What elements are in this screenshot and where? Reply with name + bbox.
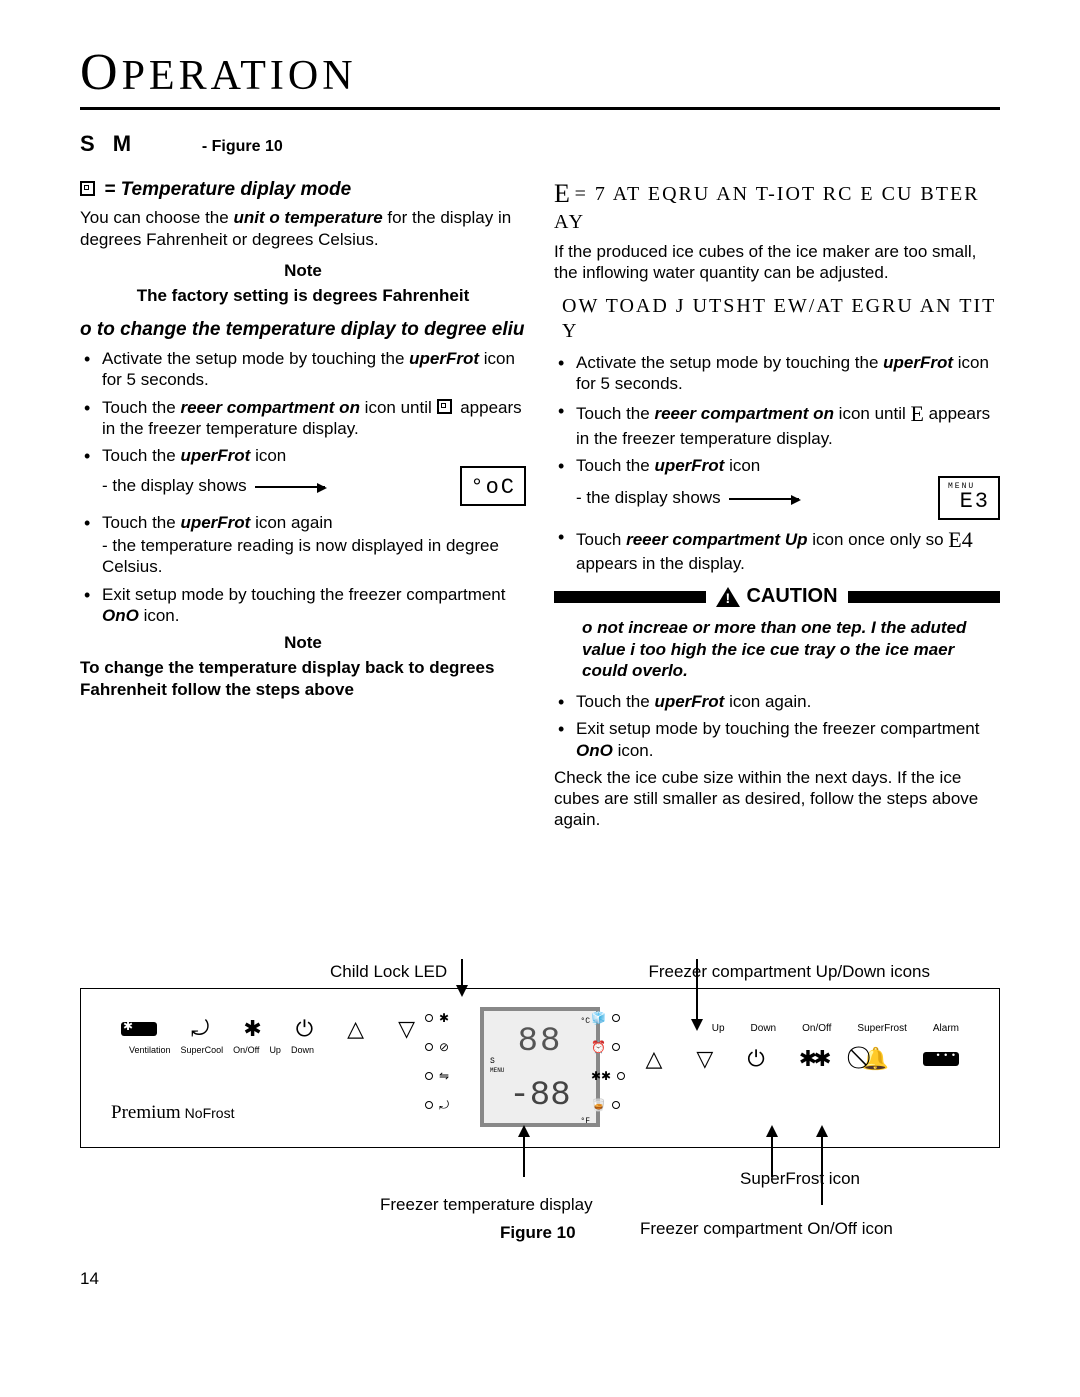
- title-initial: O: [80, 44, 122, 101]
- step-3: Touch the uperFrot icon the display show…: [80, 445, 526, 506]
- label-freezer-display: Freezer temperature display: [380, 1194, 593, 1215]
- step-1: Activate the setup mode by touching the …: [554, 352, 1000, 395]
- warning-icon: [716, 587, 740, 607]
- label-superfrost: SuperFrost icon: [740, 1168, 860, 1189]
- up-icon: △: [347, 1015, 364, 1043]
- power-icon: ⏻: [747, 1045, 764, 1073]
- left-icon-row: ⤾ ✱ ⏻ △ ▽: [121, 1015, 415, 1043]
- bottom-labels: Freezer temperature display SuperFrost i…: [80, 1148, 1000, 1238]
- left-column: = Temperature diplay mode You can choose…: [80, 170, 526, 841]
- steps-list: Activate the setup mode by touching the …: [80, 348, 526, 626]
- superfrost-icon: ✱✱: [799, 1045, 828, 1073]
- lcd-bottom: -88: [490, 1075, 590, 1118]
- down-icon: ▽: [398, 1015, 415, 1043]
- water-heading: E = 7 AT EQRU AN T-IOT RC E CU BTER AY: [554, 178, 1000, 236]
- step-5: Exit setup mode by touching the freezer …: [80, 584, 526, 627]
- figure-caption: Figure 10: [500, 1222, 576, 1243]
- ventilation-icon: ⤾: [191, 1015, 209, 1043]
- brand-label: PremiumNoFrost: [111, 1101, 234, 1125]
- lead-letter: E: [554, 179, 570, 208]
- right-column: E = 7 AT EQRU AN T-IOT RC E CU BTER AY I…: [554, 170, 1000, 841]
- alarm-icon: 🔔⃠: [862, 1045, 889, 1073]
- square-icon: [437, 399, 452, 414]
- title-rest: PERATION: [122, 53, 357, 99]
- arrow-icon: [696, 959, 698, 1029]
- figure-ref: - Figure 10: [202, 138, 283, 155]
- check-para: Check the ice cube size within the next …: [554, 767, 1000, 831]
- display-box-e3: MENUE3: [938, 476, 1000, 520]
- lcd-left-indicators: ✱ ⊘ ⇋ ⤾: [425, 1011, 449, 1113]
- supercool-icon: ✱: [243, 1015, 261, 1043]
- arrow-icon: [461, 959, 463, 987]
- menu-pill-icon: [121, 1022, 157, 1036]
- lcd-top: 88: [490, 1027, 590, 1058]
- power-icon: ⏻: [296, 1015, 313, 1043]
- steps-list: Activate the setup mode by touching the …: [554, 352, 1000, 575]
- display-box-oc: °oC: [460, 466, 526, 506]
- step-2: Touch the reeer compartment on icon unti…: [80, 397, 526, 440]
- step-6: Exit setup mode by touching the freezer …: [554, 718, 1000, 761]
- factory-note: The factory setting is degrees Fahrenhei…: [80, 285, 526, 306]
- label-onoff: Freezer compartment On/Off icon: [640, 1218, 893, 1239]
- step-4: Touch the uperFrot icon again the temper…: [80, 512, 526, 578]
- heading-text: = 7 AT EQRU AN T-IOT RC E CU BTER AY: [554, 183, 980, 234]
- arrow-icon: [255, 486, 325, 488]
- left-label-row: Ventilation SuperCool On/Off Up Down: [129, 1045, 314, 1056]
- lcd-right-indicators: 🧊 ⏰ ✱✱ 🥃: [591, 1011, 625, 1113]
- howto-heading: o to change the temperature diplay to de…: [80, 318, 526, 342]
- sm-label: S M: [80, 131, 137, 156]
- label-updown: Freezer compartment Up/Down icons: [648, 961, 930, 982]
- note-label: Note: [80, 260, 526, 281]
- label-child-lock: Child Lock LED: [330, 961, 447, 982]
- step-5: Touch the uperFrot icon again.: [554, 691, 1000, 712]
- temp-mode-heading: = Temperature diplay mode: [80, 178, 526, 202]
- right-icon-row: △ ▽ ⏻ ✱✱ 🔔⃠: [645, 1045, 959, 1073]
- setup-menu-header: S M - Figure 10: [80, 130, 1000, 158]
- back-note: To change the temperature display back t…: [80, 657, 526, 700]
- heading-text: = Temperature diplay mode: [104, 179, 351, 200]
- square-icon: [80, 181, 95, 196]
- step-4: Touch reeer compartment Up icon once onl…: [554, 526, 1000, 575]
- up-icon: △: [645, 1045, 662, 1073]
- caution-bar: CAUTION: [554, 584, 1000, 609]
- arrow-icon: [729, 498, 799, 500]
- page-number: 14: [80, 1268, 1000, 1289]
- down-icon: ▽: [696, 1045, 713, 1073]
- control-panel: ⤾ ✱ ⏻ △ ▽ Ventilation SuperCool On/Off U…: [80, 988, 1000, 1148]
- intro-para: If the produced ice cubes of the ice mak…: [554, 241, 1000, 284]
- step-2: Touch the reeer compartment on icon unti…: [554, 400, 1000, 449]
- intro-para: You can choose the unit o temperature fo…: [80, 207, 526, 250]
- step-1: Activate the setup mode by touching the …: [80, 348, 526, 391]
- steps-list-2: Touch the uperFrot icon again. Exit setu…: [554, 691, 1000, 761]
- right-label-row: Up Down On/Off SuperFrost Alarm: [712, 1023, 959, 1036]
- step-3: Touch the uperFrot icon the display show…: [554, 455, 1000, 520]
- caution-label: CAUTION: [746, 584, 837, 609]
- lcd-display: °C 88 S MENU -88 °F: [480, 1007, 600, 1127]
- note-label-2: Note: [80, 632, 526, 653]
- page-title: OPERATION: [80, 40, 1000, 110]
- menu-pill-icon: [923, 1052, 959, 1066]
- figure-10: Child Lock LED Freezer compartment Up/Do…: [80, 961, 1000, 1238]
- caution-text: o not increae or more than one tep. I th…: [554, 617, 1000, 681]
- sub-heading: OW TOAD J UTSHT EW/AT EGRU AN TIT Y: [562, 294, 1000, 344]
